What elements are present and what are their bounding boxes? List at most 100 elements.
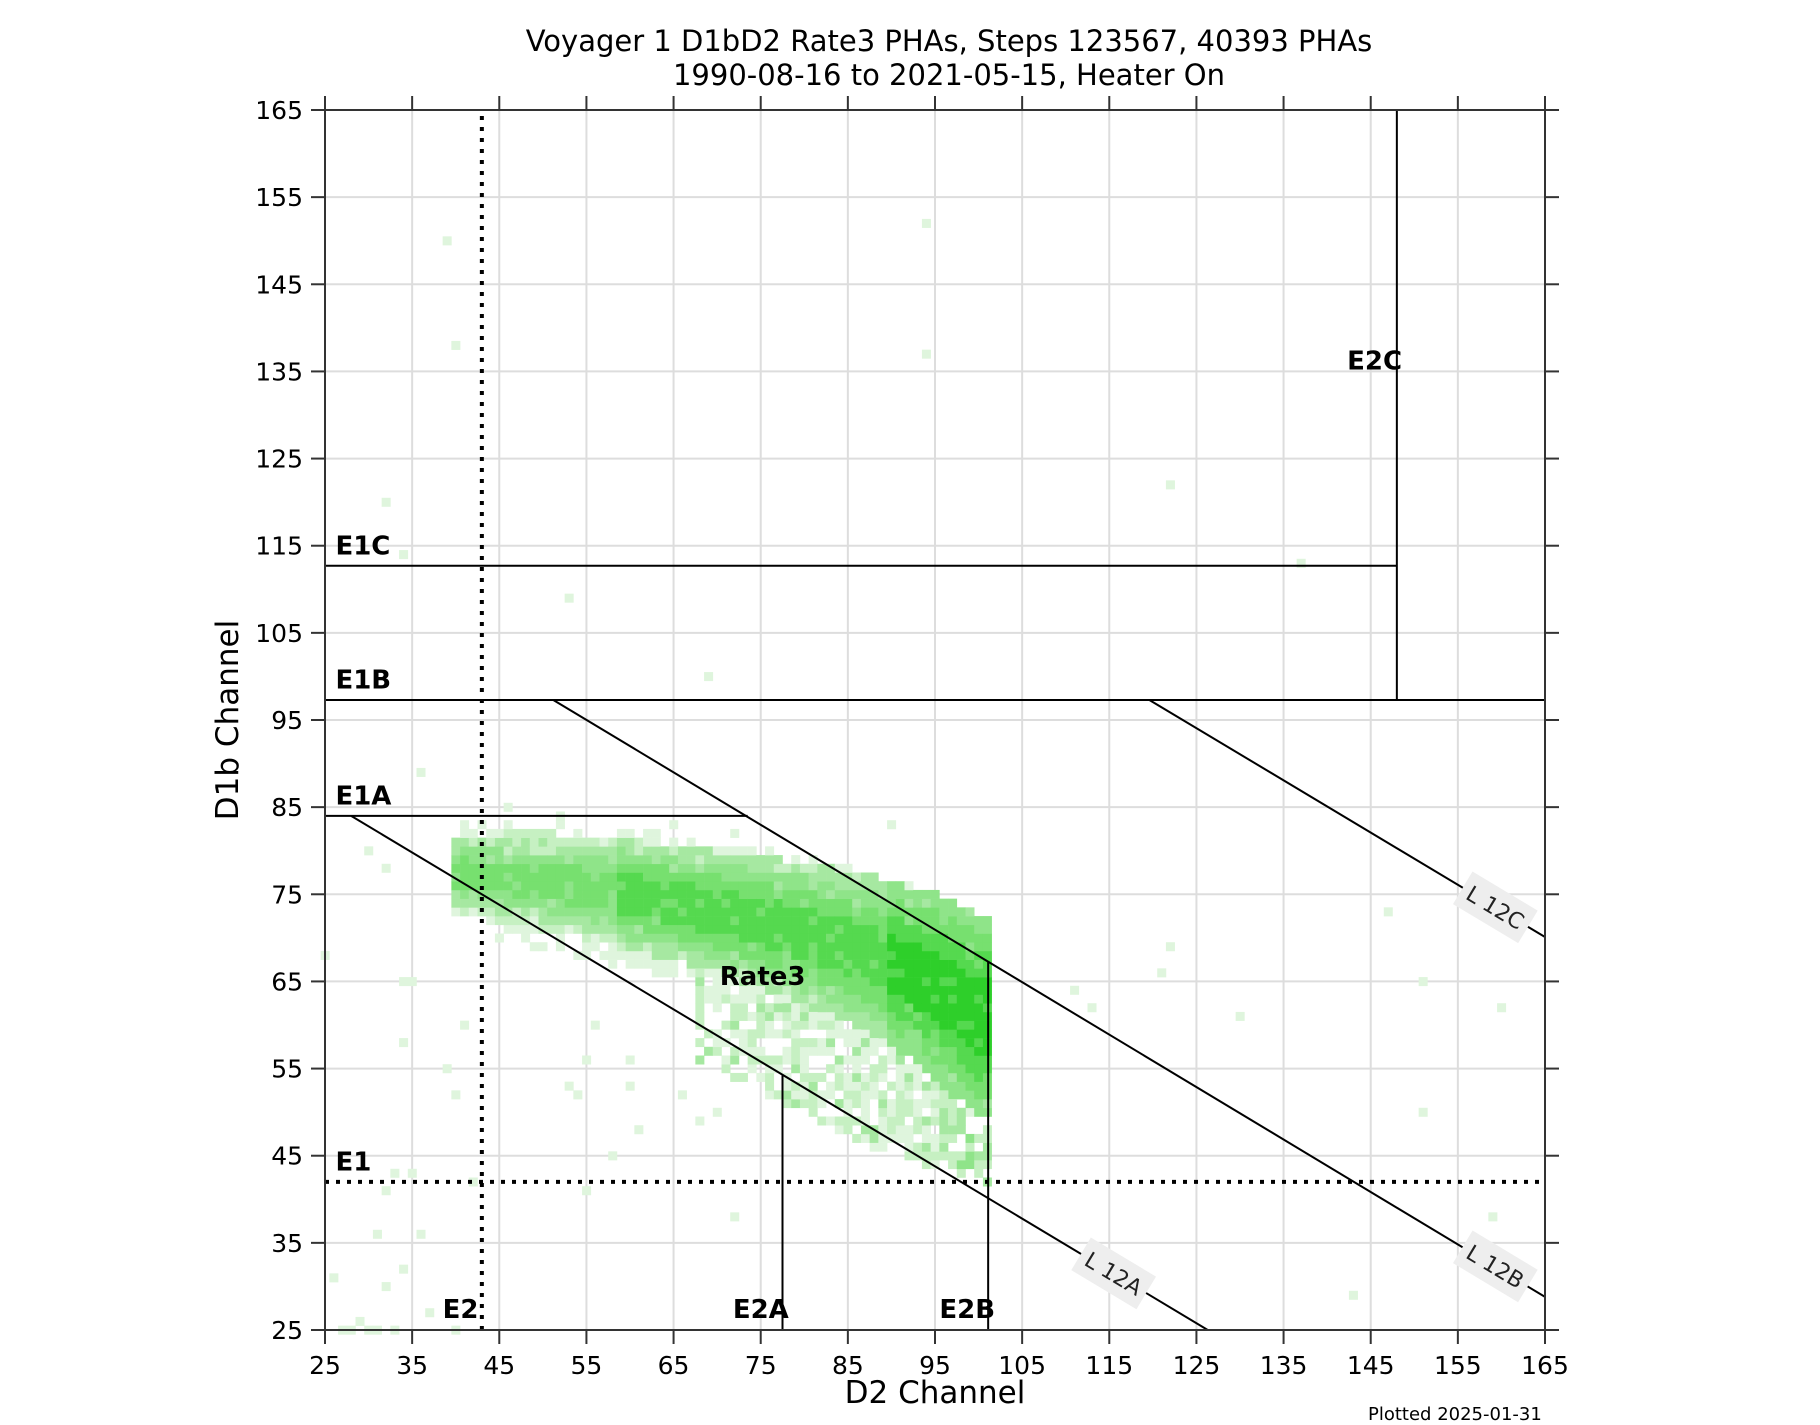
heatmap-bin <box>834 1029 844 1039</box>
heatmap-bin <box>799 977 809 987</box>
heatmap-bin <box>564 881 574 891</box>
heatmap-bin <box>974 1151 984 1161</box>
heatmap-bin <box>799 881 809 891</box>
heatmap-bin <box>817 872 827 882</box>
heatmap-bin <box>704 898 714 908</box>
heatmap-bin <box>634 855 644 865</box>
heatmap-bin <box>634 959 644 969</box>
heatmap-bin <box>407 1168 417 1178</box>
heatmap-bin <box>843 1038 853 1048</box>
heatmap-bin <box>930 1133 940 1143</box>
heatmap-bin <box>555 846 565 856</box>
heatmap-bin <box>721 942 731 952</box>
heatmap-bin <box>669 889 679 899</box>
heatmap-bin <box>826 889 836 899</box>
heatmap-bin <box>834 1125 844 1135</box>
heatmap-bin <box>843 1090 853 1100</box>
heatmap-bin <box>486 898 496 908</box>
heatmap-bin <box>904 916 914 926</box>
heatmap-bin <box>773 959 783 969</box>
y-tick-label: 165 <box>255 96 303 125</box>
heatmap-bin <box>460 828 470 838</box>
heatmap-bin <box>895 933 905 943</box>
heatmap-bin <box>895 1081 905 1091</box>
heatmap-bin <box>512 855 522 865</box>
heatmap-bin <box>677 855 687 865</box>
heatmap-bin <box>799 985 809 995</box>
heatmap-bin <box>808 942 818 952</box>
chart-subtitle: 1990-08-16 to 2021-05-15, Heater On <box>672 58 1226 92</box>
heatmap-bin <box>573 828 583 838</box>
heatmap-bin <box>582 872 592 882</box>
heatmap-bin <box>974 985 984 995</box>
heatmap-bin <box>704 672 714 682</box>
heatmap-bin <box>791 1038 801 1048</box>
heatmap-bin <box>721 863 731 873</box>
heatmap-bin <box>843 898 853 908</box>
heatmap-bin <box>765 924 775 934</box>
heatmap-bin <box>773 872 783 882</box>
heatmap-bin <box>921 1055 931 1065</box>
y-tick-label: 65 <box>271 967 303 996</box>
heatmap-bin <box>503 889 513 899</box>
heatmap-bin <box>599 846 609 856</box>
heatmap-bin <box>817 950 827 960</box>
heatmap-bin <box>887 1020 897 1030</box>
heatmap-bin <box>782 1055 792 1065</box>
heatmap-bin <box>730 1029 740 1039</box>
heatmap-bin <box>782 1099 792 1109</box>
heatmap-bin <box>887 977 897 987</box>
heatmap-bin <box>738 942 748 952</box>
heatmap-bin <box>921 1133 931 1143</box>
heatmap-bin <box>887 881 897 891</box>
heatmap-bin <box>869 1003 879 1013</box>
heatmap-bin <box>852 898 862 908</box>
heatmap-bin <box>869 1029 879 1039</box>
heatmap-bin <box>965 994 975 1004</box>
heatmap-bin <box>921 968 931 978</box>
heatmap-bin <box>826 872 836 882</box>
heatmap-bin <box>974 924 984 934</box>
x-tick-label: 55 <box>571 1351 603 1380</box>
heatmap-bin <box>869 1011 879 1021</box>
line-label-box <box>1452 1230 1538 1303</box>
heatmap-bin <box>494 855 504 865</box>
heatmap-bin <box>529 924 539 934</box>
heatmap-bin <box>852 924 862 934</box>
heatmap-bin <box>747 933 757 943</box>
heatmap-bin <box>643 889 653 899</box>
heatmap-bin <box>564 846 574 856</box>
heatmap-bin <box>826 968 836 978</box>
heatmap-bin <box>921 1116 931 1126</box>
heatmap-bin <box>573 837 583 847</box>
heatmap-bin <box>573 907 583 917</box>
heatmap-bin <box>651 828 661 838</box>
heatmap-bin <box>555 907 565 917</box>
heatmap-bin <box>765 1072 775 1082</box>
heatmap-bin <box>625 881 635 891</box>
heatmap-bin <box>660 968 670 978</box>
heatmap-bin <box>791 1099 801 1109</box>
x-tick-label: 105 <box>998 1351 1046 1380</box>
heatmap-bin <box>747 863 757 873</box>
heatmap-bin <box>895 994 905 1004</box>
heatmap-bin <box>913 1081 923 1091</box>
heatmap-bin <box>974 1064 984 1074</box>
heatmap-bin <box>704 855 714 865</box>
x-tick-label: 125 <box>1173 1351 1221 1380</box>
heatmap-bin <box>599 837 609 847</box>
line-label-group: L 12B <box>1452 1230 1538 1303</box>
heatmap-bin <box>852 907 862 917</box>
heatmap-bin <box>521 872 531 882</box>
heatmap-bin <box>930 1072 940 1082</box>
heatmap-bin <box>834 977 844 987</box>
heatmap-bin <box>930 898 940 908</box>
heatmap-bin <box>869 1046 879 1056</box>
heatmap-bin <box>590 881 600 891</box>
heatmap-bin <box>948 1107 958 1117</box>
heatmap-bin <box>965 968 975 978</box>
heatmap-bin <box>913 933 923 943</box>
heatmap-bin <box>721 994 731 1004</box>
heatmap-bin <box>852 1020 862 1030</box>
heatmap-bin <box>921 1151 931 1161</box>
